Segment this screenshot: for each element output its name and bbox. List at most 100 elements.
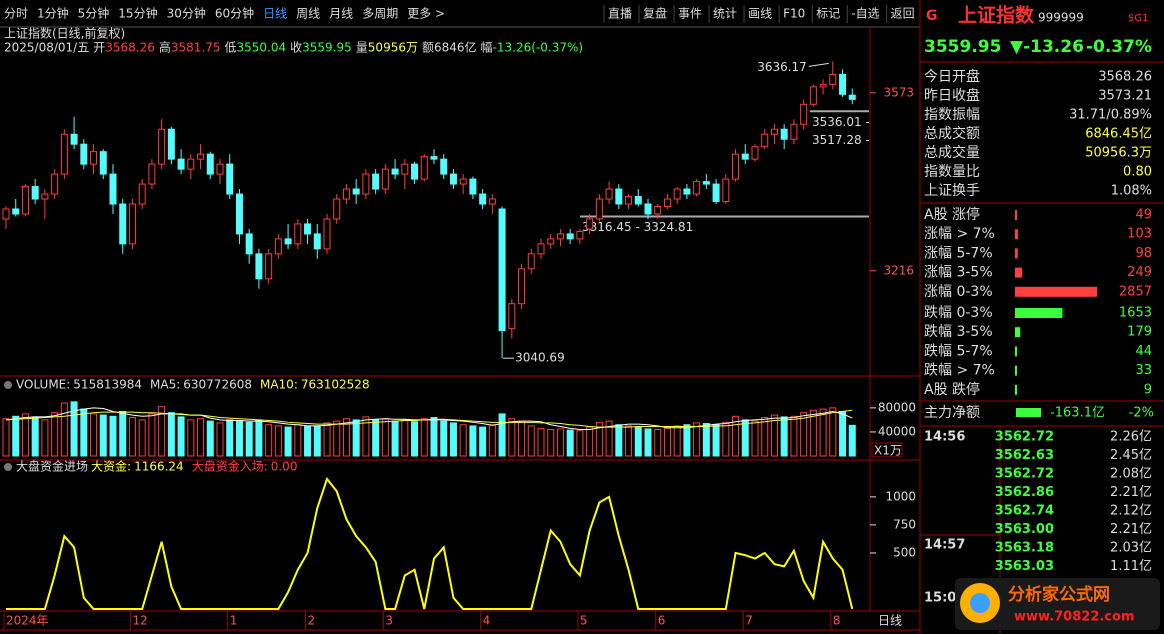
breadth-bar (1015, 346, 1017, 357)
info-label: 低 (225, 41, 237, 55)
period-button[interactable]: 日线 (263, 7, 287, 21)
candle-body (420, 156, 428, 180)
tool-button[interactable]: -自选 (851, 7, 879, 21)
stat-value: 0.80 (1123, 165, 1152, 180)
volume-bar (284, 426, 292, 457)
candle-body (177, 158, 185, 170)
candle-body (556, 233, 564, 240)
tool-button[interactable]: 复盘 (643, 6, 667, 21)
candle-body (566, 233, 574, 240)
volume-bar (430, 417, 438, 457)
period-button[interactable]: 多周期 (362, 7, 398, 21)
candle-body (323, 218, 331, 250)
candle-body (430, 156, 438, 160)
low-label: 3040.69 (515, 351, 565, 365)
tool-button[interactable]: 统计 (713, 7, 737, 21)
period-button[interactable]: 月线 (329, 7, 353, 21)
volume-bar (206, 420, 214, 457)
net-bar (1016, 408, 1041, 417)
candle-body (479, 193, 487, 205)
period-button[interactable]: 更多 > (407, 7, 445, 21)
stat-label: 昨日收盘 (924, 87, 980, 104)
stat-value: 6846.45亿 (1085, 127, 1152, 142)
volume-bar (187, 419, 195, 457)
period-button[interactable]: 1分钟 (37, 6, 69, 21)
candle-body (809, 86, 817, 105)
volume-bar (372, 419, 380, 457)
volume-bar (109, 415, 117, 457)
volume-bar (683, 424, 691, 457)
stat-label: 上证换手 (924, 182, 980, 199)
volume-bar (197, 418, 205, 457)
volume-bar (391, 420, 399, 457)
tool-button[interactable]: 直播 (608, 7, 632, 21)
candle-body (518, 268, 526, 305)
y-tick-label: 750 (893, 517, 916, 531)
tick-price: 3562.74 (995, 504, 1054, 519)
candle-body (654, 205, 662, 215)
tick-price: 3563.00 (995, 522, 1054, 537)
ma-line (5, 409, 853, 428)
legend-value: 515813984 (73, 378, 142, 392)
candle-body (449, 173, 457, 185)
volume-bar (420, 418, 428, 457)
period-button[interactable]: 60分钟 (215, 6, 254, 21)
volume-bar (537, 427, 545, 457)
volume-bar (800, 412, 808, 457)
volume-bar (352, 419, 360, 457)
period-button[interactable]: 周线 (296, 7, 320, 21)
volume-bar (722, 421, 730, 457)
breadth-label: 跌幅 5-7% (924, 343, 993, 359)
tool-button[interactable]: 标记 (816, 7, 840, 21)
x-tick-label: 6 (658, 614, 666, 628)
volume-bar (21, 413, 29, 457)
tool-button[interactable]: F10 (783, 7, 805, 21)
candle-body (187, 158, 195, 170)
breadth-label: 涨幅 > 7% (924, 226, 995, 242)
period-button[interactable]: 30分钟 (167, 6, 206, 21)
candle-body (70, 133, 78, 145)
volume-bar (498, 413, 506, 457)
candle-body (644, 203, 652, 215)
x-tick-label: 4 (483, 614, 491, 628)
volume-bar (51, 412, 59, 457)
volume-bar (488, 424, 496, 457)
watermark-bg (955, 578, 1160, 630)
volume-bar (790, 415, 798, 457)
stat-label: 总成交量 (924, 144, 980, 161)
tool-button[interactable]: 画线 (748, 7, 772, 21)
info-value: 3559.95 (302, 41, 352, 55)
breadth-value: 179 (1127, 325, 1152, 340)
period-button[interactable]: 15分钟 (118, 6, 157, 21)
tick-amount: 2.45亿 (1110, 448, 1152, 463)
x-tick-label: 1 (230, 614, 238, 628)
volume-bar (508, 418, 516, 457)
info-value: 3568.26 (105, 41, 155, 55)
tool-button[interactable]: 返回 (891, 7, 915, 21)
tool-button[interactable]: 事件 (678, 7, 702, 21)
period-button[interactable]: 分时 (4, 7, 28, 21)
info-value: 3550.04 (237, 41, 287, 55)
breadth-bar (1015, 210, 1017, 220)
period-button[interactable]: 5分钟 (78, 6, 110, 21)
volume-bar (2, 418, 10, 457)
y-tick-label: 1000 (885, 489, 916, 503)
volume-bar (313, 425, 321, 457)
info-label: 开 (93, 41, 105, 55)
stat-label: 指数量比 (924, 164, 980, 180)
volume-bar (761, 417, 769, 457)
tick-amount: 2.26亿 (1110, 430, 1152, 445)
candle-body (634, 196, 642, 205)
tick-time: 14:56 (924, 430, 965, 445)
breadth-label: 涨幅 0-3% (924, 284, 993, 300)
candle-body (829, 73, 837, 85)
x-tick-label: 8 (833, 614, 841, 628)
tick-price: 3562.63 (995, 448, 1054, 463)
x-tick-label: 7 (745, 614, 753, 628)
legend-label: 大盘资金进场 (16, 459, 88, 474)
candle-body (693, 181, 701, 195)
volume-bar (576, 430, 584, 457)
